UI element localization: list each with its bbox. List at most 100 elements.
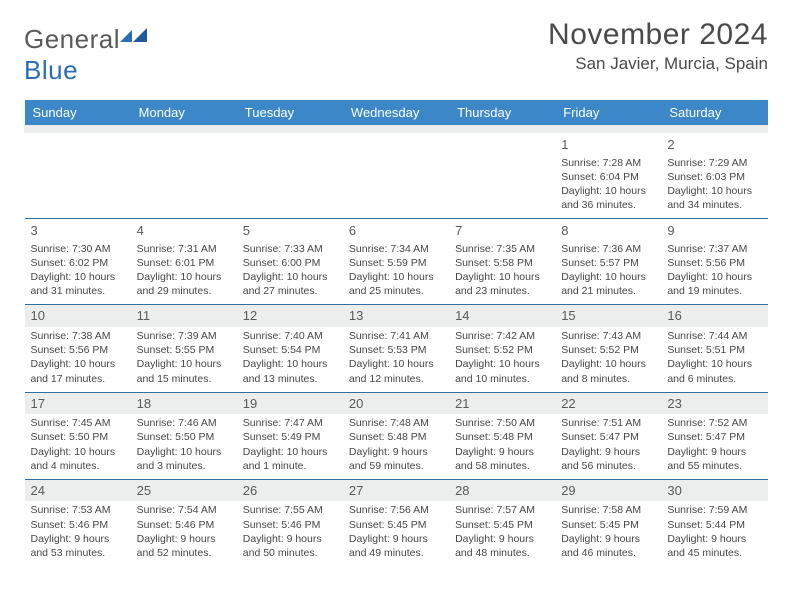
sunset-line-label: Sunset: — [31, 519, 67, 531]
daylight-line-label: Daylight: — [137, 446, 178, 458]
weekday-header: Tuesday — [237, 100, 343, 125]
sunrise-line-value: 7:44 AM — [709, 330, 748, 342]
sunrise-line-label: Sunrise: — [31, 504, 70, 516]
sunrise-line-value: 7:54 AM — [178, 504, 217, 516]
calendar-cell-empty — [25, 133, 131, 219]
sunrise-line-value: 7:30 AM — [72, 243, 111, 255]
calendar-cell: 11Sunrise: 7:39 AMSunset: 5:55 PMDayligh… — [131, 305, 237, 392]
sunrise-line-value: 7:35 AM — [497, 243, 536, 255]
calendar-cell-empty — [343, 133, 449, 219]
sunrise-line: Sunrise: 7:55 AM — [243, 503, 337, 517]
daylight-line-label: Daylight: — [243, 533, 284, 545]
daylight-line: Daylight: 10 hours and 1 minute. — [243, 445, 337, 473]
sunrise-line-label: Sunrise: — [561, 330, 600, 342]
daylight-line-label: Daylight: — [137, 533, 178, 545]
calendar-row: 10Sunrise: 7:38 AMSunset: 5:56 PMDayligh… — [25, 305, 768, 392]
brand-text: General Blue — [24, 24, 148, 86]
sunrise-line-value: 7:36 AM — [603, 243, 642, 255]
sunset-line-value: 6:00 PM — [281, 257, 320, 269]
sunset-line-label: Sunset: — [349, 344, 385, 356]
daylight-line: Daylight: 10 hours and 31 minutes. — [31, 270, 125, 298]
sunrise-line-label: Sunrise: — [137, 243, 176, 255]
calendar-cell: 26Sunrise: 7:55 AMSunset: 5:46 PMDayligh… — [237, 479, 343, 566]
sunrise-line-value: 7:58 AM — [603, 504, 642, 516]
calendar-cell: 29Sunrise: 7:58 AMSunset: 5:45 PMDayligh… — [555, 479, 661, 566]
calendar-cell: 2Sunrise: 7:29 AMSunset: 6:03 PMDaylight… — [661, 133, 767, 219]
sunrise-line-value: 7:33 AM — [284, 243, 323, 255]
calendar-cell-empty — [449, 133, 555, 219]
day-number: 12 — [243, 307, 337, 325]
calendar-row: 24Sunrise: 7:53 AMSunset: 5:46 PMDayligh… — [25, 479, 768, 566]
daylight-line: Daylight: 10 hours and 3 minutes. — [137, 445, 231, 473]
day-number: 27 — [349, 482, 443, 500]
calendar-cell: 14Sunrise: 7:42 AMSunset: 5:52 PMDayligh… — [449, 305, 555, 392]
daylight-line-label: Daylight: — [561, 271, 602, 283]
calendar-cell: 3Sunrise: 7:30 AMSunset: 6:02 PMDaylight… — [25, 219, 131, 305]
calendar-cell: 20Sunrise: 7:48 AMSunset: 5:48 PMDayligh… — [343, 392, 449, 479]
sunrise-line: Sunrise: 7:33 AM — [243, 242, 337, 256]
daylight-line-label: Daylight: — [561, 358, 602, 370]
sunset-line-value: 5:47 PM — [600, 431, 639, 443]
sunset-line: Sunset: 5:46 PM — [243, 518, 337, 532]
daylight-line-label: Daylight: — [561, 185, 602, 197]
sunset-line-value: 5:47 PM — [706, 431, 745, 443]
daylight-line: Daylight: 9 hours and 58 minutes. — [455, 445, 549, 473]
daylight-line: Daylight: 10 hours and 4 minutes. — [31, 445, 125, 473]
sunset-line: Sunset: 6:04 PM — [561, 170, 655, 184]
daylight-line: Daylight: 9 hours and 59 minutes. — [349, 445, 443, 473]
sunrise-line: Sunrise: 7:41 AM — [349, 329, 443, 343]
sunrise-line-value: 7:41 AM — [390, 330, 429, 342]
sunset-line-value: 5:46 PM — [175, 519, 214, 531]
sunrise-line: Sunrise: 7:38 AM — [31, 329, 125, 343]
sunrise-line: Sunrise: 7:45 AM — [31, 416, 125, 430]
sunrise-line-value: 7:52 AM — [709, 417, 748, 429]
daylight-line-label: Daylight: — [349, 271, 390, 283]
daylight-line-label: Daylight: — [561, 446, 602, 458]
sunset-line-label: Sunset: — [243, 257, 279, 269]
calendar-cell: 17Sunrise: 7:45 AMSunset: 5:50 PMDayligh… — [25, 392, 131, 479]
day-number: 13 — [349, 307, 443, 325]
calendar-cell: 8Sunrise: 7:36 AMSunset: 5:57 PMDaylight… — [555, 219, 661, 305]
sunset-line: Sunset: 5:46 PM — [137, 518, 231, 532]
sunset-line-value: 6:04 PM — [600, 171, 639, 183]
sunrise-line-value: 7:37 AM — [709, 243, 748, 255]
daylight-line: Daylight: 10 hours and 34 minutes. — [667, 184, 761, 212]
sunrise-line: Sunrise: 7:51 AM — [561, 416, 655, 430]
weekday-header: Saturday — [661, 100, 767, 125]
sunrise-line-value: 7:43 AM — [603, 330, 642, 342]
sunrise-line-label: Sunrise: — [243, 504, 282, 516]
sunrise-line: Sunrise: 7:57 AM — [455, 503, 549, 517]
sunset-line-value: 6:03 PM — [706, 171, 745, 183]
sunrise-line-label: Sunrise: — [667, 504, 706, 516]
sunset-line-label: Sunset: — [31, 431, 67, 443]
daylight-line-label: Daylight: — [31, 446, 72, 458]
sunset-line: Sunset: 5:51 PM — [667, 343, 761, 357]
daylight-line: Daylight: 10 hours and 21 minutes. — [561, 270, 655, 298]
day-number: 8 — [561, 222, 655, 240]
sunset-line-value: 5:45 PM — [494, 519, 533, 531]
sunset-line-label: Sunset: — [243, 519, 279, 531]
sunset-line-label: Sunset: — [667, 344, 703, 356]
daylight-line: Daylight: 9 hours and 45 minutes. — [667, 532, 761, 560]
daylight-line-label: Daylight: — [667, 271, 708, 283]
sunrise-line-label: Sunrise: — [243, 243, 282, 255]
daylight-line-label: Daylight: — [243, 446, 284, 458]
sunrise-line: Sunrise: 7:31 AM — [137, 242, 231, 256]
sunrise-line: Sunrise: 7:34 AM — [349, 242, 443, 256]
sunrise-line-label: Sunrise: — [137, 417, 176, 429]
daylight-line: Daylight: 10 hours and 6 minutes. — [667, 357, 761, 385]
daylight-line: Daylight: 10 hours and 29 minutes. — [137, 270, 231, 298]
sunset-line-label: Sunset: — [137, 431, 173, 443]
daylight-line-label: Daylight: — [349, 358, 390, 370]
calendar-cell: 28Sunrise: 7:57 AMSunset: 5:45 PMDayligh… — [449, 479, 555, 566]
daylight-line: Daylight: 10 hours and 27 minutes. — [243, 270, 337, 298]
sunset-line: Sunset: 5:45 PM — [561, 518, 655, 532]
daylight-line-label: Daylight: — [137, 271, 178, 283]
weekday-header: Monday — [131, 100, 237, 125]
daylight-line-label: Daylight: — [31, 358, 72, 370]
sunrise-line-value: 7:39 AM — [178, 330, 217, 342]
calendar-cell: 24Sunrise: 7:53 AMSunset: 5:46 PMDayligh… — [25, 479, 131, 566]
calendar-cell: 30Sunrise: 7:59 AMSunset: 5:44 PMDayligh… — [661, 479, 767, 566]
day-number: 2 — [667, 136, 761, 154]
day-number: 23 — [667, 395, 761, 413]
